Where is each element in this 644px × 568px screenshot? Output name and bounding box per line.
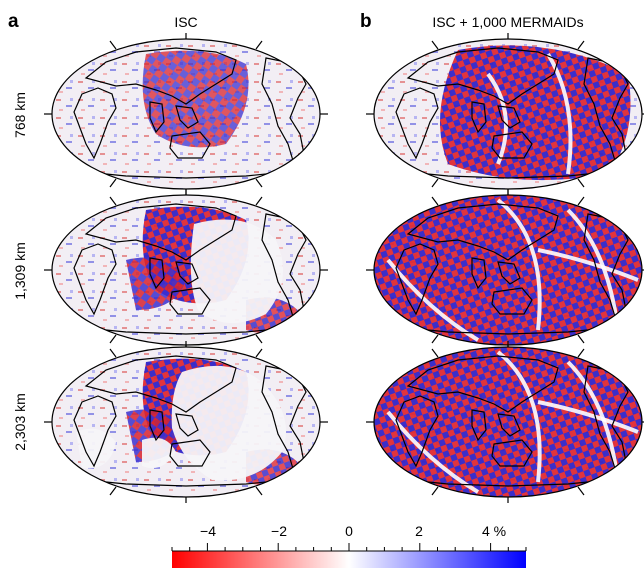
map-panel-b-2 — [366, 189, 644, 351]
colorbar-tick-label: 0 — [345, 523, 353, 539]
depth-label-1309: 1,309 km — [12, 242, 28, 300]
depth-label-768: 768 km — [12, 92, 28, 138]
colorbar-gradient — [172, 551, 526, 568]
map-panel-a-3 — [44, 341, 328, 503]
colorbar-tick-label: 4 % — [482, 523, 506, 539]
column-title-isc: ISC — [174, 14, 197, 30]
column-title-isc-mermaids: ISC + 1,000 MERMAIDs — [432, 14, 583, 30]
colorbar-tick-label: −2 — [271, 523, 287, 539]
colorbar-tick-label: −4 — [200, 523, 216, 539]
map-grid — [44, 33, 644, 503]
map-panel-b-1 — [366, 33, 644, 195]
map-panel-b-3 — [366, 341, 644, 503]
panel-letter-b: b — [360, 11, 372, 32]
colorbar-tick-label: 2 — [415, 523, 423, 539]
map-panel-a-2 — [44, 189, 328, 351]
panel-letter-a: a — [8, 11, 19, 32]
map-panel-a-1 — [44, 33, 328, 195]
colorbar: −4 −2 0 2 4 % — [171, 523, 527, 568]
depth-label-2303: 2,303 km — [12, 393, 28, 451]
colorbar-ticks — [171, 543, 527, 551]
